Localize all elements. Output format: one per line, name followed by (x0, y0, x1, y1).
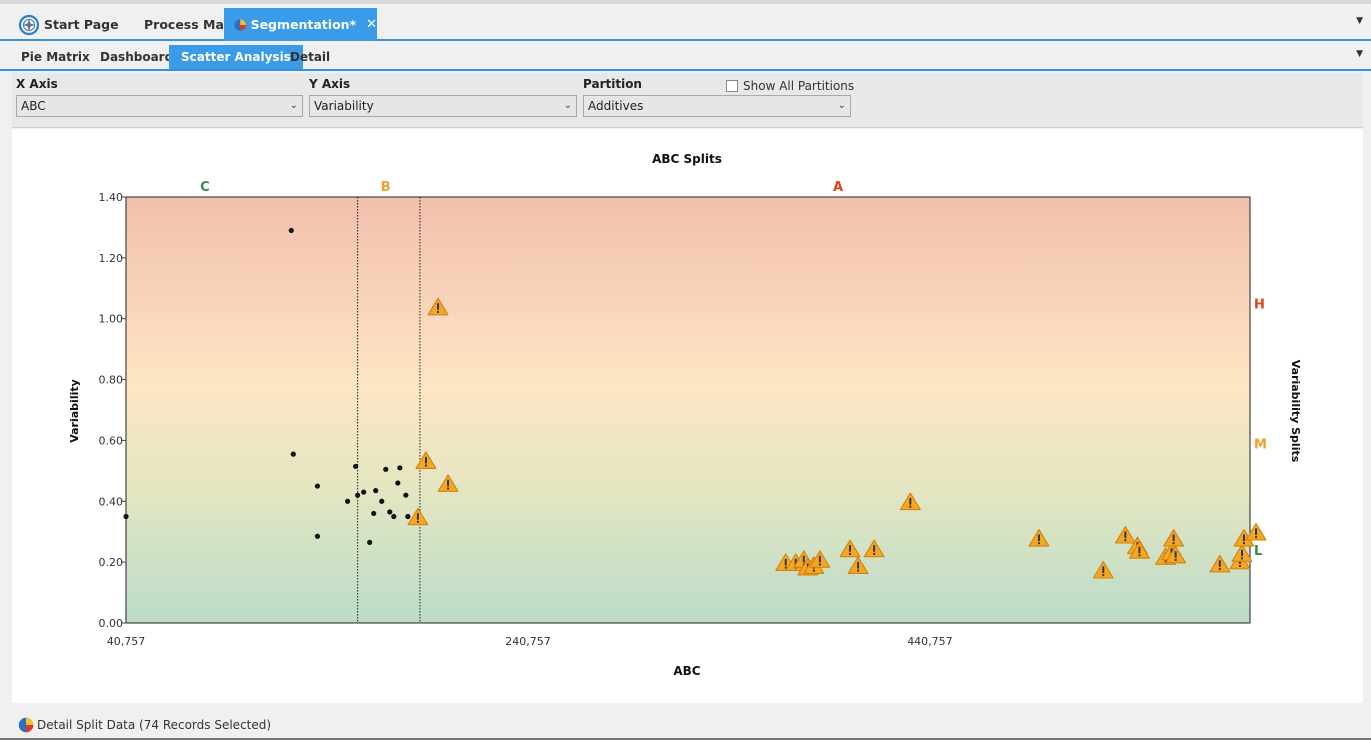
x-tick-label: 440,757 (907, 635, 953, 648)
y-tick-label: 0.20 (99, 556, 124, 569)
variability-split-label: L (1254, 544, 1262, 559)
scatter-chart[interactable]: 0.00 0.20 0.40 0.60 0.80 1.00 1.20 1.40 40,757 24… (12, 129, 1363, 703)
show-all-partitions-checkbox[interactable] (726, 80, 738, 92)
x-tick-label: 40,757 (107, 635, 146, 648)
scatter-chart-panel: 0.00 0.20 0.40 0.60 0.80 1.00 1.20 1.40 40,757 24… (12, 129, 1363, 703)
y-tick-label: 1.40 (99, 191, 124, 204)
data-point (387, 509, 393, 515)
tab-pie-matrix[interactable]: Pie Matrix (21, 50, 90, 64)
chevron-down-icon[interactable]: ▼ (1356, 16, 1363, 26)
data-point (367, 539, 373, 545)
x-axis-select[interactable]: ABC ⌄ (16, 95, 303, 117)
data-point (355, 492, 361, 498)
data-point (123, 513, 129, 520)
data-point (288, 227, 294, 234)
show-all-partitions-label: Show All Partitions (743, 79, 855, 93)
variability-split-label: H (1254, 298, 1265, 313)
x-axis-value: ABC (21, 99, 46, 113)
data-point (314, 533, 321, 539)
chevron-down-icon: ⌄ (837, 100, 846, 111)
tab-dashboard[interactable]: Dashboard (100, 50, 174, 64)
y-axis-label: Y Axis (309, 77, 351, 91)
y-axis-title: Variability (68, 379, 81, 443)
data-point (405, 513, 411, 520)
x-axis-title: ABC (673, 664, 700, 678)
data-point (314, 483, 321, 489)
right-axis-title: Variability Splits (1289, 360, 1302, 463)
window-top-strip (0, 0, 1371, 4)
data-point (353, 463, 359, 469)
plot-border (125, 196, 1251, 624)
abc-split-label: B (381, 180, 391, 195)
data-point (290, 451, 296, 457)
view-tab-bar: Pie Matrix Dashboard Scatter Analysis De… (0, 43, 1371, 71)
chevron-down-icon[interactable]: ▼ (1356, 49, 1363, 59)
tab-process-map-label: Process Map (144, 17, 233, 32)
abc-split-label: C (200, 180, 210, 195)
show-all-partitions-toggle[interactable]: Show All Partitions (726, 79, 854, 93)
close-icon[interactable]: ✕ (366, 17, 377, 32)
y-axis-value: Variability (314, 99, 374, 113)
abc-split-label: A (833, 180, 843, 195)
tab-start-page-label: Start Page (44, 17, 119, 32)
window-bottom-border (0, 738, 1371, 740)
status-bar: Detail Split Data (74 Records Selected) (0, 712, 1371, 738)
data-point (395, 480, 401, 486)
chevron-down-icon: ⌄ (289, 100, 298, 111)
tab-scatter-analysis[interactable]: Scatter Analysis (169, 45, 303, 69)
variability-split-label: M (1254, 437, 1267, 452)
tab-process-map[interactable]: Process Map (144, 8, 233, 41)
compass-icon (18, 14, 40, 35)
tab-segmentation-label: Segmentation* (250, 17, 357, 32)
data-point (373, 488, 379, 494)
y-tick-label: 1.20 (99, 252, 124, 265)
status-text[interactable]: Detail Split Data (74 Records Selected) (37, 718, 272, 732)
y-tick-label: 0.40 (99, 495, 124, 508)
chevron-down-icon: ⌄ (563, 100, 572, 111)
data-point (397, 465, 403, 471)
partition-select[interactable]: Additives ⌄ (583, 95, 851, 117)
data-point (371, 510, 377, 517)
y-tick-label: 1.00 (99, 313, 124, 326)
x-axis-label: X Axis (16, 77, 58, 91)
data-point (391, 513, 397, 520)
plot-background (126, 197, 1250, 623)
pie-chart-icon (234, 18, 246, 31)
chart-title: ABC Splits (652, 152, 722, 166)
y-tick-label: 0.80 (99, 374, 124, 387)
tab-start-page[interactable]: Start Page (18, 8, 119, 41)
y-tick-label: 0.00 (99, 617, 124, 630)
y-axis-select[interactable]: Variability ⌄ (309, 95, 577, 117)
data-point (361, 489, 367, 495)
data-point (383, 466, 389, 472)
tab-detail[interactable]: Detail (290, 50, 331, 64)
filter-panel: X Axis ABC ⌄ Y Axis Variability ⌄ Partit… (12, 73, 1363, 128)
x-tick-label: 240,757 (505, 635, 551, 648)
y-tick-label: 0.60 (99, 434, 124, 447)
partition-value: Additives (588, 99, 644, 113)
document-tab-bar: Start Page Process Map Segmentation* ✕ ▼ (0, 4, 1371, 41)
tab-segmentation[interactable]: Segmentation* ✕ (224, 8, 377, 41)
partition-label: Partition (583, 77, 642, 91)
data-point (403, 492, 409, 498)
pie-chart-icon (18, 717, 34, 733)
data-point (379, 498, 385, 504)
data-point (344, 498, 351, 504)
